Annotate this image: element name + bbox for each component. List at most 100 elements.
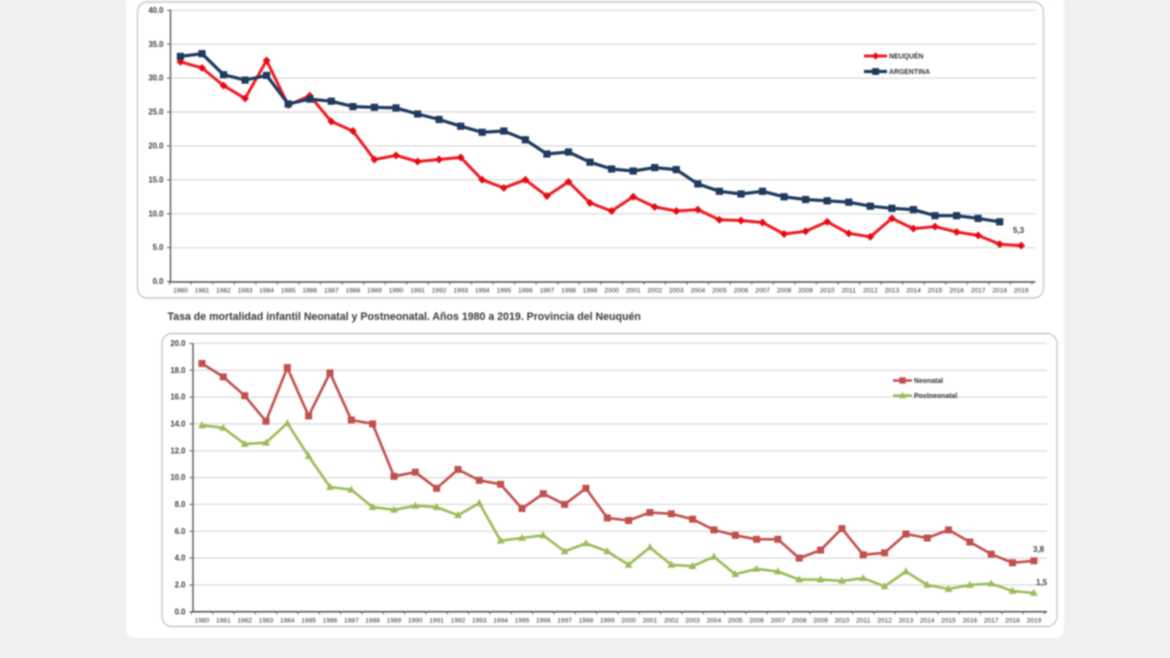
svg-text:12.0: 12.0 [170,446,186,455]
svg-text:2007: 2007 [755,288,770,295]
svg-text:2014: 2014 [920,618,935,625]
svg-text:2011: 2011 [842,288,857,295]
svg-text:1991: 1991 [429,618,444,625]
svg-text:1992: 1992 [451,618,466,625]
svg-text:2019: 2019 [1014,288,1029,295]
svg-text:20.0: 20.0 [148,142,164,151]
svg-text:2010: 2010 [835,618,850,625]
svg-text:1994: 1994 [475,288,490,295]
svg-text:10.0: 10.0 [170,473,186,482]
svg-text:2000: 2000 [621,618,636,625]
svg-text:2006: 2006 [749,618,764,625]
svg-text:1995: 1995 [515,618,530,625]
svg-text:2005: 2005 [728,618,743,625]
svg-text:1993: 1993 [453,288,468,295]
svg-text:1980: 1980 [173,288,188,295]
svg-text:2004: 2004 [690,288,705,295]
svg-text:2015: 2015 [941,618,956,625]
svg-text:1983: 1983 [238,288,253,295]
svg-text:1998: 1998 [561,288,576,295]
svg-text:40.0: 40.0 [148,6,164,15]
svg-text:1997: 1997 [540,288,555,295]
svg-text:ARGENTINA: ARGENTINA [889,69,930,76]
svg-text:1984: 1984 [259,288,274,295]
svg-text:1992: 1992 [432,288,447,295]
svg-text:2014: 2014 [906,288,921,295]
svg-text:1988: 1988 [365,618,380,625]
svg-text:1990: 1990 [408,618,423,625]
svg-text:2011: 2011 [856,618,871,625]
svg-text:0.0: 0.0 [153,277,165,286]
svg-text:2017: 2017 [984,618,999,625]
svg-text:16.0: 16.0 [170,393,186,402]
svg-text:1996: 1996 [536,618,551,625]
svg-text:1981: 1981 [216,618,231,625]
svg-text:Neonatal: Neonatal [914,378,943,385]
svg-text:2016: 2016 [949,288,964,295]
svg-text:2007: 2007 [771,618,786,625]
svg-text:2001: 2001 [626,288,641,295]
svg-text:0.0: 0.0 [175,607,187,616]
svg-text:30.0: 30.0 [148,74,164,83]
svg-text:2018: 2018 [992,288,1007,295]
svg-text:1991: 1991 [410,288,425,295]
svg-text:2009: 2009 [813,618,828,625]
svg-text:1999: 1999 [600,618,615,625]
svg-text:NEUQUÉN: NEUQUÉN [889,51,923,60]
svg-text:1999: 1999 [583,288,598,295]
svg-text:2003: 2003 [685,618,700,625]
svg-text:3,8: 3,8 [1033,545,1045,554]
svg-text:2010: 2010 [820,288,835,295]
svg-text:1989: 1989 [367,288,382,295]
svg-text:1985: 1985 [301,618,316,625]
svg-text:1982: 1982 [216,288,231,295]
svg-text:2019: 2019 [1027,618,1042,625]
svg-text:2004: 2004 [707,618,722,625]
svg-text:1980: 1980 [195,618,210,625]
svg-text:15.0: 15.0 [148,175,164,184]
svg-text:2.0: 2.0 [175,581,187,590]
svg-text:2012: 2012 [863,288,878,295]
svg-text:1996: 1996 [518,288,533,295]
svg-text:1997: 1997 [557,618,572,625]
svg-text:1995: 1995 [496,288,511,295]
svg-text:1987: 1987 [324,288,339,295]
svg-text:1998: 1998 [579,618,594,625]
svg-text:20.0: 20.0 [170,339,186,348]
svg-text:2002: 2002 [647,288,662,295]
svg-text:1987: 1987 [344,618,359,625]
svg-text:2009: 2009 [798,288,813,295]
svg-text:1,5: 1,5 [1036,578,1048,587]
svg-text:2003: 2003 [669,288,684,295]
svg-text:1994: 1994 [493,618,508,625]
svg-text:2013: 2013 [885,288,900,295]
svg-text:10.0: 10.0 [148,209,164,218]
svg-text:2017: 2017 [971,288,986,295]
svg-text:1990: 1990 [389,288,404,295]
svg-text:2000: 2000 [604,288,619,295]
svg-text:2016: 2016 [963,618,978,625]
svg-text:1986: 1986 [302,288,317,295]
svg-text:5.0: 5.0 [153,243,165,252]
svg-text:1986: 1986 [323,618,338,625]
svg-text:1988: 1988 [346,288,361,295]
svg-text:2013: 2013 [899,618,914,625]
svg-text:1989: 1989 [387,618,402,625]
svg-text:1993: 1993 [472,618,487,625]
svg-text:1981: 1981 [195,288,210,295]
svg-text:35.0: 35.0 [148,40,164,49]
svg-text:8.0: 8.0 [175,500,187,509]
svg-text:18.0: 18.0 [170,366,186,375]
svg-text:2006: 2006 [734,288,749,295]
svg-text:1985: 1985 [281,288,296,295]
svg-text:Postneonatal: Postneonatal [914,393,957,400]
svg-text:1984: 1984 [280,618,295,625]
svg-text:2005: 2005 [712,288,727,295]
svg-text:1983: 1983 [259,618,274,625]
svg-text:2008: 2008 [792,618,807,625]
svg-text:14.0: 14.0 [170,420,186,429]
svg-text:2008: 2008 [777,288,792,295]
svg-text:Tasa de mortalidad infantil Ne: Tasa de mortalidad infantil Neonatal y P… [168,311,641,323]
svg-text:2002: 2002 [664,618,679,625]
svg-text:25.0: 25.0 [148,108,164,117]
